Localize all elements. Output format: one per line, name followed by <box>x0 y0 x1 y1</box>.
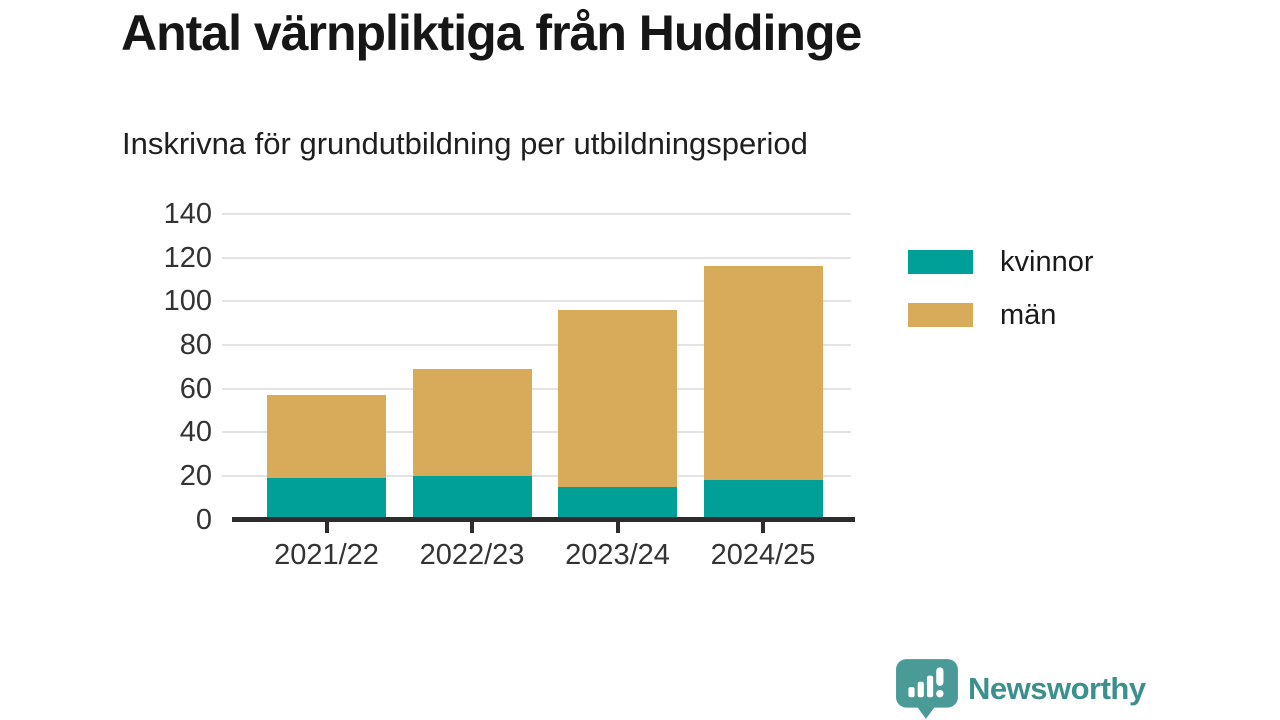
x-axis-line <box>232 517 855 522</box>
newsworthy-logo-icon <box>896 659 958 719</box>
y-axis-label: 0 <box>195 503 212 536</box>
legend-swatch-kvinnor <box>908 250 973 274</box>
branding-name: Newsworthy <box>968 671 1146 706</box>
y-axis-label: 140 <box>163 198 212 230</box>
legend-item-män: män <box>908 300 1094 330</box>
x-axis-label: 2023/24 <box>565 539 670 571</box>
gridline-140 <box>222 213 851 215</box>
logo-exclamation-dot <box>936 689 944 698</box>
logo-bar-3 <box>926 675 934 698</box>
x-tick <box>324 522 329 533</box>
logo-exclamation-bar <box>936 667 944 686</box>
bar-segment-män-2022/23 <box>412 368 532 476</box>
bar-segment-män-2021/22 <box>267 395 386 479</box>
gridline-40 <box>222 431 851 434</box>
logo-bar-2 <box>917 681 924 698</box>
gridline-80 <box>222 343 851 346</box>
y-axis-label: 100 <box>163 285 212 318</box>
y-axis-label: 120 <box>163 241 212 274</box>
branding-footer: Newsworthy <box>895 658 1146 720</box>
x-tick <box>615 522 620 533</box>
gridline-20 <box>222 474 851 477</box>
legend: kvinnor män <box>908 247 1094 353</box>
legend-label-män: män <box>1000 299 1057 331</box>
x-axis-label: 2022/23 <box>419 539 525 571</box>
x-axis-label: 2024/25 <box>710 539 816 571</box>
bar-segment-kvinnor-2024/25 <box>703 480 823 520</box>
legend-swatch-män <box>908 303 973 327</box>
gridline-100 <box>222 300 851 303</box>
logo-bar-1 <box>908 686 915 698</box>
bar-segment-kvinnor-2023/24 <box>558 486 677 520</box>
legend-item-kvinnor: kvinnor <box>908 247 1094 277</box>
legend-label-kvinnor: kvinnor <box>1000 246 1094 278</box>
x-tick <box>761 522 765 533</box>
y-axis-label: 40 <box>179 416 212 449</box>
gridline-60 <box>222 387 851 390</box>
chart-subtitle: Inskrivna för grundutbildning per utbild… <box>122 126 808 161</box>
bar-segment-kvinnor-2021/22 <box>267 478 386 520</box>
x-axis-label: 2021/22 <box>274 539 379 571</box>
x-tick <box>470 522 474 533</box>
y-axis-label: 80 <box>179 328 212 361</box>
gridline-120 <box>222 256 851 259</box>
y-axis-label: 60 <box>179 372 212 405</box>
chart-title: Antal värnpliktiga från Huddinge <box>121 5 862 61</box>
bar-segment-män-2024/25 <box>703 266 823 481</box>
y-axis-label: 20 <box>179 459 212 492</box>
bar-segment-kvinnor-2022/23 <box>412 475 532 520</box>
bar-segment-män-2023/24 <box>558 310 677 487</box>
